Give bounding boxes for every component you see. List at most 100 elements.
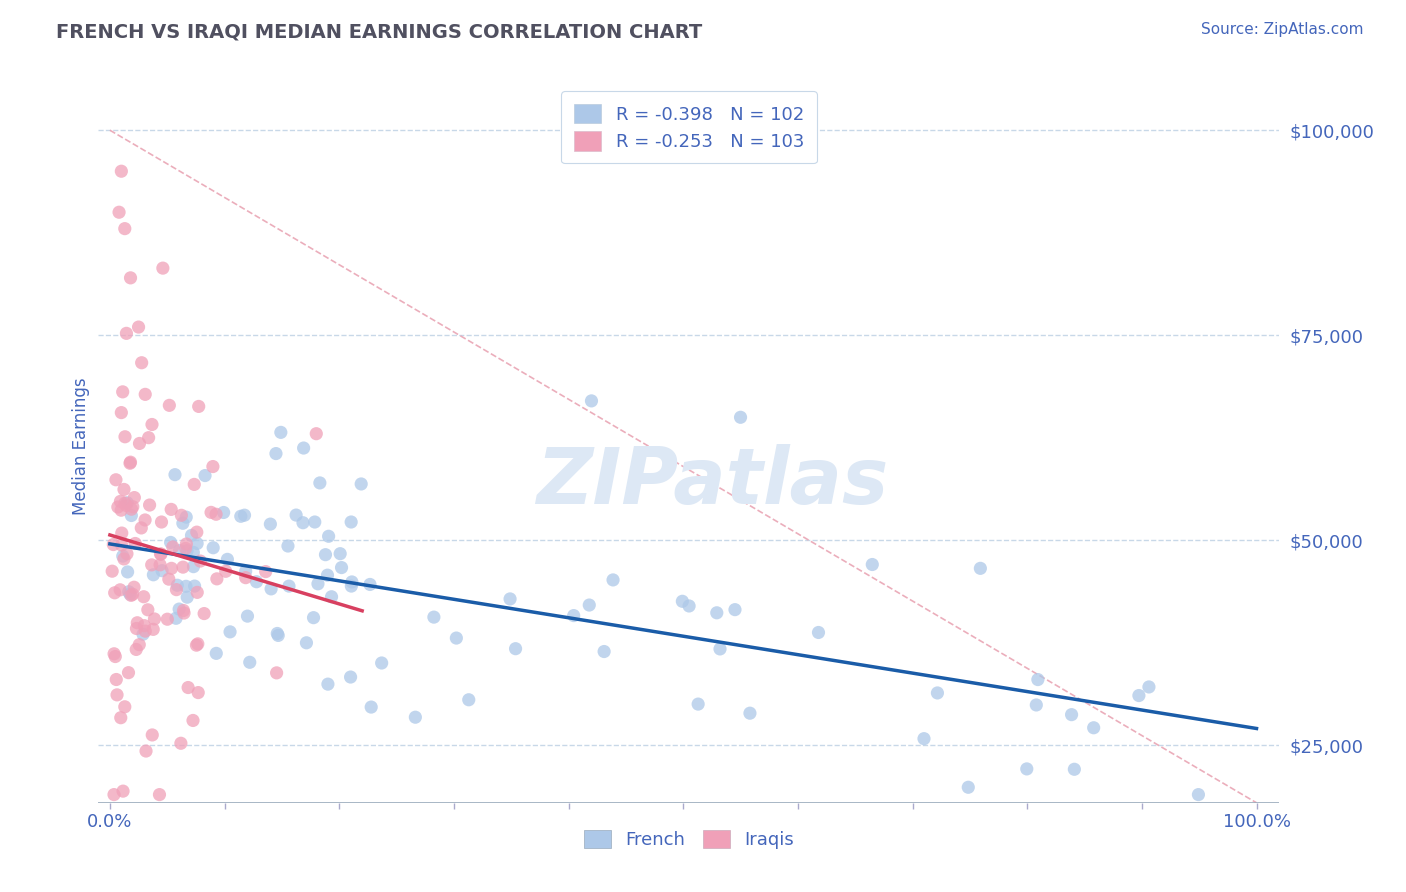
- Point: [277, 539, 299, 553]
- Point: [103, 788, 125, 802]
- Point: [254, 565, 277, 579]
- Point: [259, 517, 281, 532]
- Point: [202, 541, 225, 555]
- Point: [112, 483, 135, 497]
- Point: [112, 552, 135, 566]
- Point: [292, 441, 315, 455]
- Point: [120, 502, 142, 516]
- Point: [174, 541, 197, 556]
- Point: [217, 552, 239, 566]
- Point: [150, 547, 173, 561]
- Point: [912, 731, 935, 746]
- Point: [122, 580, 145, 594]
- Point: [121, 500, 143, 514]
- Point: [111, 526, 134, 541]
- Point: [724, 602, 747, 616]
- Point: [174, 510, 197, 524]
- Point: [360, 700, 382, 714]
- Point: [104, 473, 127, 487]
- Point: [593, 644, 616, 658]
- Point: [505, 641, 527, 656]
- Point: [235, 564, 257, 578]
- Text: ZIPatlas: ZIPatlas: [537, 443, 889, 520]
- Point: [110, 503, 132, 517]
- Point: [177, 681, 200, 695]
- Point: [128, 436, 150, 450]
- Point: [141, 417, 163, 432]
- Point: [110, 406, 132, 420]
- Point: [404, 710, 426, 724]
- Point: [236, 609, 259, 624]
- Point: [117, 665, 139, 680]
- Point: [308, 475, 330, 490]
- Point: [186, 525, 208, 540]
- Point: [266, 626, 288, 640]
- Point: [176, 591, 198, 605]
- Point: [339, 670, 361, 684]
- Point: [124, 491, 146, 505]
- Point: [114, 430, 136, 444]
- Point: [110, 164, 132, 178]
- Point: [340, 515, 363, 529]
- Point: [291, 516, 314, 530]
- Point: [111, 549, 134, 563]
- Point: [134, 387, 156, 401]
- Point: [183, 545, 205, 559]
- Point: [131, 356, 153, 370]
- Point: [969, 561, 991, 575]
- Point: [1026, 673, 1049, 687]
- Point: [115, 547, 138, 561]
- Point: [165, 582, 187, 597]
- Point: [150, 564, 173, 578]
- Point: [101, 564, 124, 578]
- Point: [957, 780, 980, 795]
- Point: [671, 594, 693, 608]
- Point: [118, 456, 141, 470]
- Point: [148, 788, 170, 802]
- Point: [115, 499, 138, 513]
- Y-axis label: Median Earnings: Median Earnings: [72, 377, 90, 515]
- Point: [927, 686, 949, 700]
- Point: [316, 677, 339, 691]
- Point: [170, 736, 193, 750]
- Point: [172, 516, 194, 531]
- Point: [149, 547, 172, 561]
- Point: [156, 612, 179, 626]
- Point: [114, 699, 136, 714]
- Point: [160, 502, 183, 516]
- Point: [304, 515, 326, 529]
- Point: [706, 606, 728, 620]
- Point: [121, 587, 143, 601]
- Point: [114, 496, 136, 510]
- Point: [219, 624, 242, 639]
- Point: [264, 446, 287, 460]
- Point: [129, 521, 152, 535]
- Point: [581, 393, 603, 408]
- Point: [167, 602, 190, 616]
- Point: [212, 506, 235, 520]
- Point: [159, 535, 181, 549]
- Point: [112, 784, 135, 798]
- Point: [128, 320, 150, 334]
- Point: [260, 582, 283, 596]
- Point: [187, 637, 209, 651]
- Point: [266, 665, 288, 680]
- Point: [152, 261, 174, 276]
- Point: [205, 646, 228, 660]
- Legend: French, Iraqis: French, Iraqis: [575, 821, 803, 858]
- Point: [125, 642, 148, 657]
- Point: [114, 221, 136, 235]
- Point: [321, 590, 343, 604]
- Point: [1015, 762, 1038, 776]
- Point: [117, 565, 139, 579]
- Point: [141, 558, 163, 572]
- Point: [187, 400, 209, 414]
- Point: [245, 574, 267, 589]
- Point: [186, 536, 208, 550]
- Point: [267, 628, 290, 642]
- Point: [183, 477, 205, 491]
- Point: [194, 468, 217, 483]
- Point: [162, 540, 184, 554]
- Point: [1063, 762, 1085, 776]
- Point: [166, 578, 188, 592]
